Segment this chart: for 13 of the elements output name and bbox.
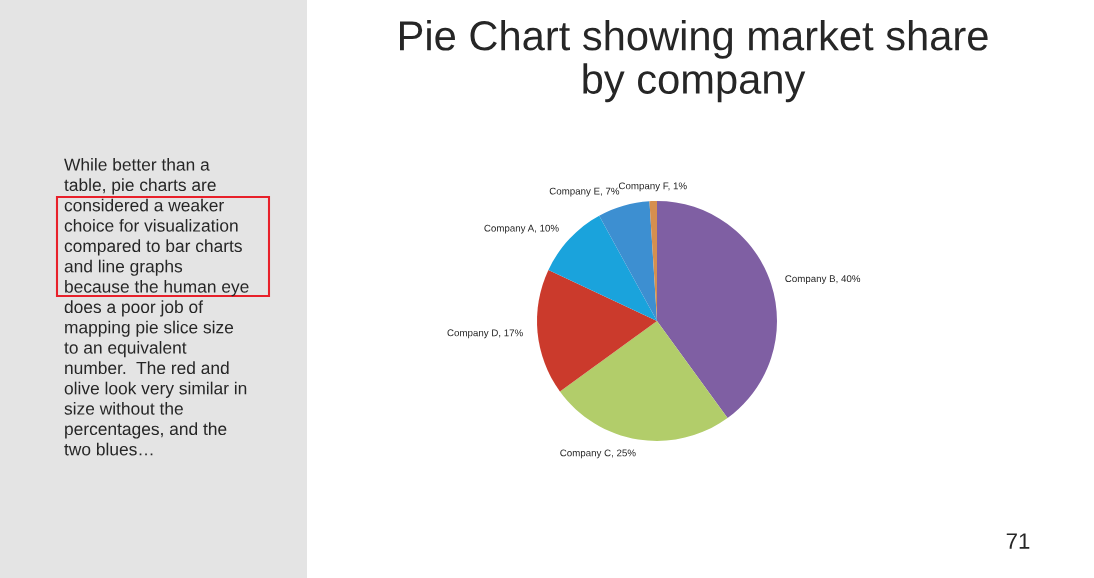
slice-label: Company E, 7%	[549, 187, 620, 197]
pie-slice	[599, 201, 657, 321]
chart-title: Pie Chart showing market share by company	[400, 20, 988, 103]
pie-slice	[657, 201, 777, 419]
text: While better than a table, pie charts are considered a weaker choice for visualization compared to bar charts and line graphs because the human eye does a poor job of mapping pie slice size to an equivalent number. The red and olive look very similar in size without the percentages, and the two blues…	[64, 158, 249, 456]
pie-slice	[537, 269, 657, 392]
pie-slice	[559, 321, 728, 441]
text: 71	[1006, 533, 1030, 549]
slice-label: Company A, 10%	[484, 224, 559, 234]
slice-label: Company F, 1%	[618, 182, 687, 192]
slice-label: Company D, 17%	[447, 329, 523, 339]
slice-label: Company C, 25%	[560, 449, 636, 459]
slice-label: Company B, 40%	[785, 275, 861, 284]
